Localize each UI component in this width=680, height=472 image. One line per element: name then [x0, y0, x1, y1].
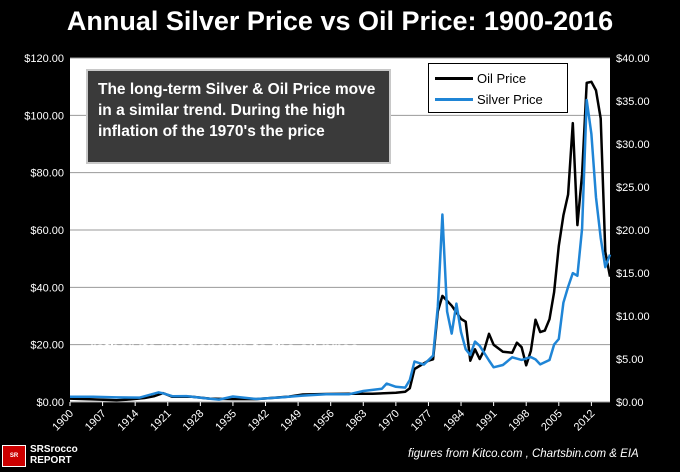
x-tick-label: 1977 [409, 408, 435, 434]
x-tick-label: 1970 [376, 408, 402, 434]
x-tick-label: 1949 [278, 408, 304, 434]
source-credit: figures from Kitco.com , Chartsbin.com &… [408, 448, 639, 460]
x-tick-label: 1921 [148, 408, 174, 434]
legend-swatch-silver [435, 97, 473, 101]
legend-label-oil: Oil Price [477, 70, 527, 86]
right-tick-label: $40.00 [616, 53, 650, 65]
x-tick-label: 1991 [474, 408, 500, 434]
x-tick-label: 1928 [181, 408, 207, 434]
x-tick-label: 1998 [507, 408, 533, 434]
legend-item-oil: Oil Price [435, 69, 526, 87]
x-tick-label: 1963 [344, 408, 370, 434]
x-tick-label: 1900 [50, 408, 76, 434]
right-tick-label: $10.00 [616, 311, 650, 323]
logo-line-2: REPORT [30, 455, 72, 466]
right-tick-label: $15.00 [616, 268, 650, 280]
x-tick-label: 1935 [213, 408, 239, 434]
note-box: The long-term Silver & Oil Price move in… [86, 69, 391, 164]
logo-line-1: SRSrocco [30, 444, 78, 455]
legend-item-silver: Silver Price [435, 90, 543, 108]
left-tick-label: $20.00 [30, 340, 64, 352]
right-tick-label: $35.00 [616, 96, 650, 108]
left-tick-label: $0.00 [36, 397, 64, 409]
left-tick-label: $60.00 [30, 225, 64, 237]
right-tick-label: $30.00 [616, 139, 650, 151]
annotation-peg: Both the price of Silver & Oil remained … [90, 188, 382, 268]
legend-label-silver: Silver Price [477, 91, 543, 107]
chart-title: Annual Silver Price vs Oil Price: 1900-2… [66, 6, 614, 36]
right-tick-label: $25.00 [616, 182, 650, 194]
right-tick-label: $20.00 [616, 225, 650, 237]
x-tick-label: 1914 [115, 408, 141, 434]
x-tick-label: 2005 [539, 408, 565, 434]
logo-text: SRSrocco REPORT [30, 444, 78, 466]
note-box-text: The long-term Silver & Oil Price move in… [98, 81, 376, 140]
x-tick-label: 1942 [246, 408, 272, 434]
right-tick-label: $5.00 [616, 354, 644, 366]
logo-mark-icon: SR [2, 445, 26, 467]
right-tick-label: $0.00 [616, 397, 644, 409]
series-line-silver [69, 98, 612, 401]
x-axis: 1900 1907 1914 1921 1928 1935 1942 1949 1956 1963… [50, 402, 598, 434]
legend: Oil Price Silver Price [428, 63, 568, 113]
legend-swatch-oil [435, 76, 473, 80]
left-tick-label: $120.00 [24, 53, 64, 65]
series-layer [69, 80, 612, 402]
x-tick-label: 2012 [572, 408, 598, 434]
left-tick-label: $40.00 [30, 282, 64, 294]
left-axis: $0.00 $20.00 $40.00 $60.00 $80.00 $100.00 $120… [24, 53, 64, 409]
annotation-value: The value of silver shown here is not ba… [90, 298, 364, 357]
x-tick-label: 1956 [311, 408, 337, 434]
left-tick-label: $100.00 [24, 110, 64, 122]
x-tick-label: 1984 [441, 408, 467, 434]
srsrocco-logo: SR SRSrocco REPORT [2, 444, 110, 468]
right-axis: $0.00 $5.00 $10.00 $15.00 $20.00 $25.00 $30.00… [616, 53, 650, 409]
left-tick-label: $80.00 [30, 168, 64, 180]
x-tick-label: 1907 [83, 408, 109, 434]
